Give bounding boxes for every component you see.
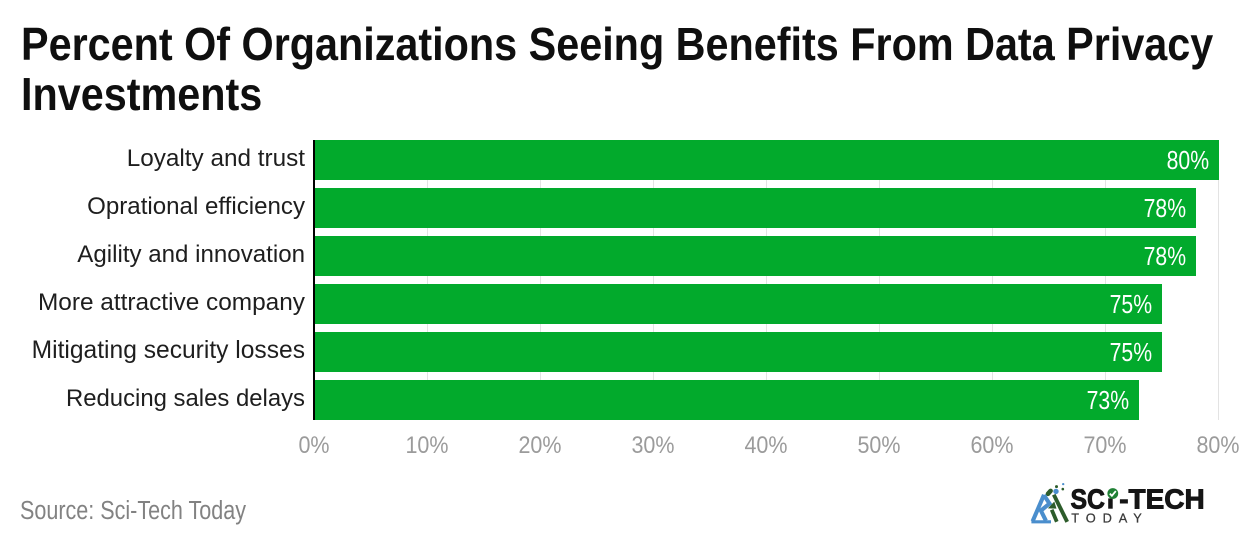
svg-text:TODAY: TODAY: [1071, 511, 1148, 526]
svg-text:SC: SC: [1071, 484, 1106, 515]
svg-text:-TECH: -TECH: [1119, 484, 1205, 515]
